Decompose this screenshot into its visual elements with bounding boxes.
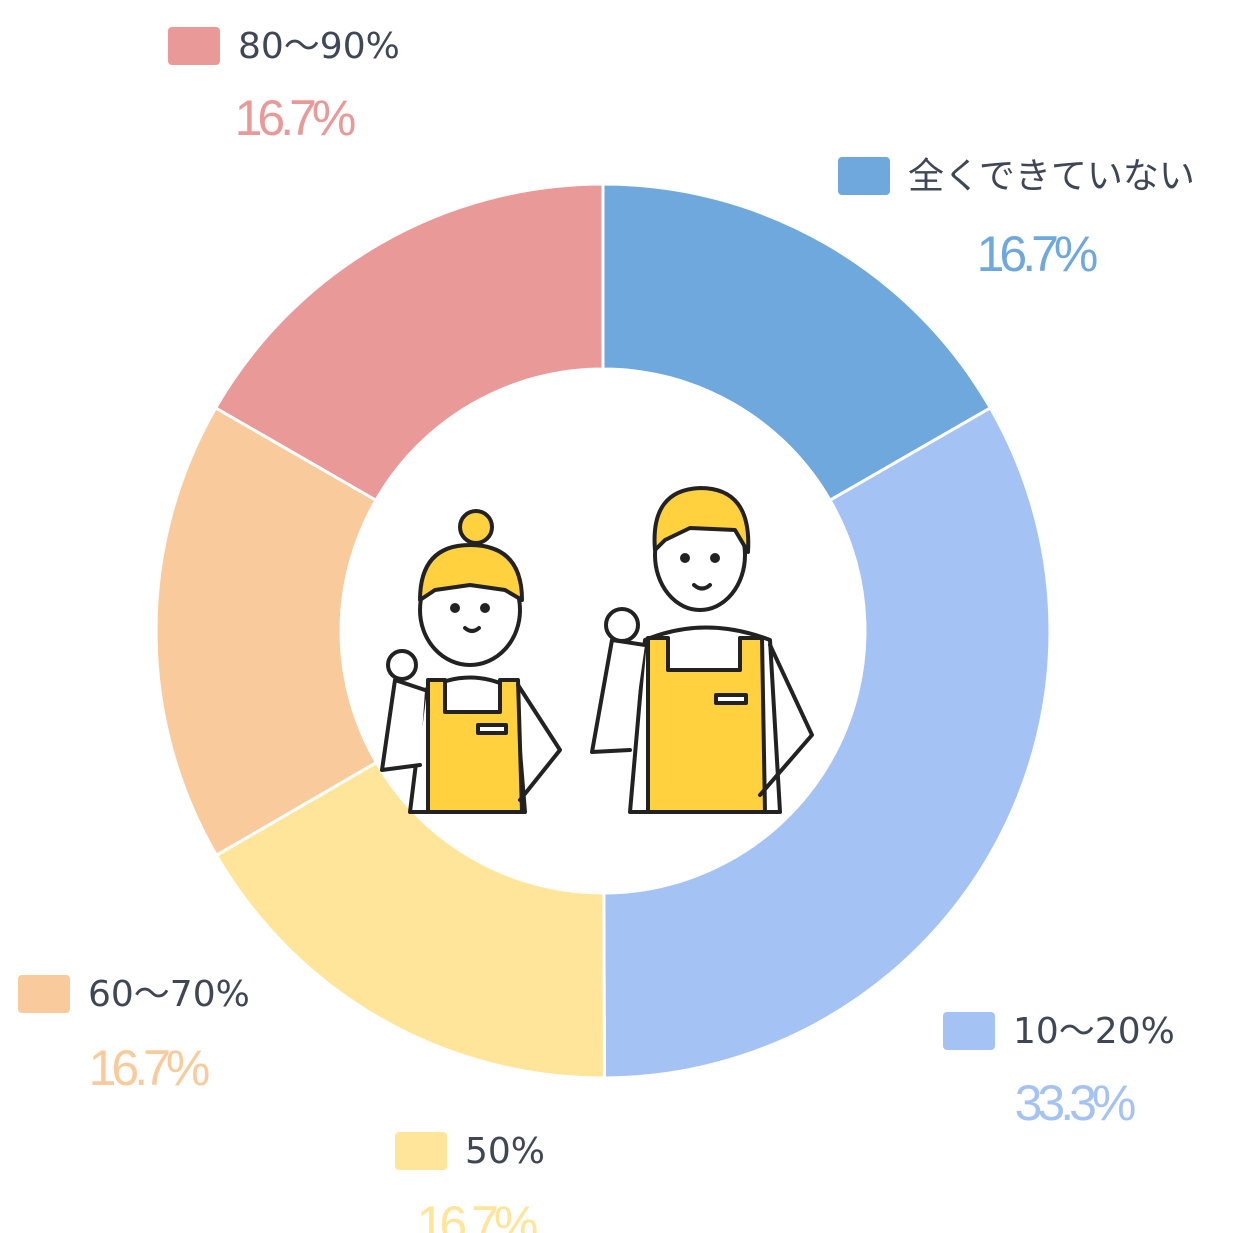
- legend-swatch: [395, 1132, 447, 1170]
- value-label: 16.7%: [417, 1196, 537, 1233]
- legend-label: 10～20%: [1013, 1011, 1175, 1052]
- legend-label: 全くできていない: [908, 156, 1195, 197]
- slice: [601, 182, 993, 503]
- legend-swatch: [943, 1012, 995, 1050]
- legend-swatch: [18, 975, 70, 1013]
- slice: [214, 760, 606, 1080]
- legend-swatch: [838, 157, 890, 195]
- slice: [154, 405, 379, 858]
- illustration: [380, 486, 814, 814]
- value-label: 16.7%: [235, 90, 355, 146]
- legend-label: 60～70%: [88, 974, 250, 1015]
- donut: [154, 182, 1052, 1080]
- legend-label: 80～90%: [238, 26, 400, 67]
- legend-swatch: [168, 27, 220, 65]
- value-label: 16.7%: [89, 1040, 209, 1096]
- legend-label: 50%: [465, 1131, 545, 1172]
- legend: 全くできていない 16.7% 10～20% 33.3% 50% 16.7% 60～70% 16…: [18, 26, 1195, 1233]
- value-label: 33.3%: [1015, 1075, 1135, 1131]
- slice: [213, 182, 605, 503]
- slice: [602, 405, 1052, 1080]
- value-label: 16.7%: [977, 226, 1097, 282]
